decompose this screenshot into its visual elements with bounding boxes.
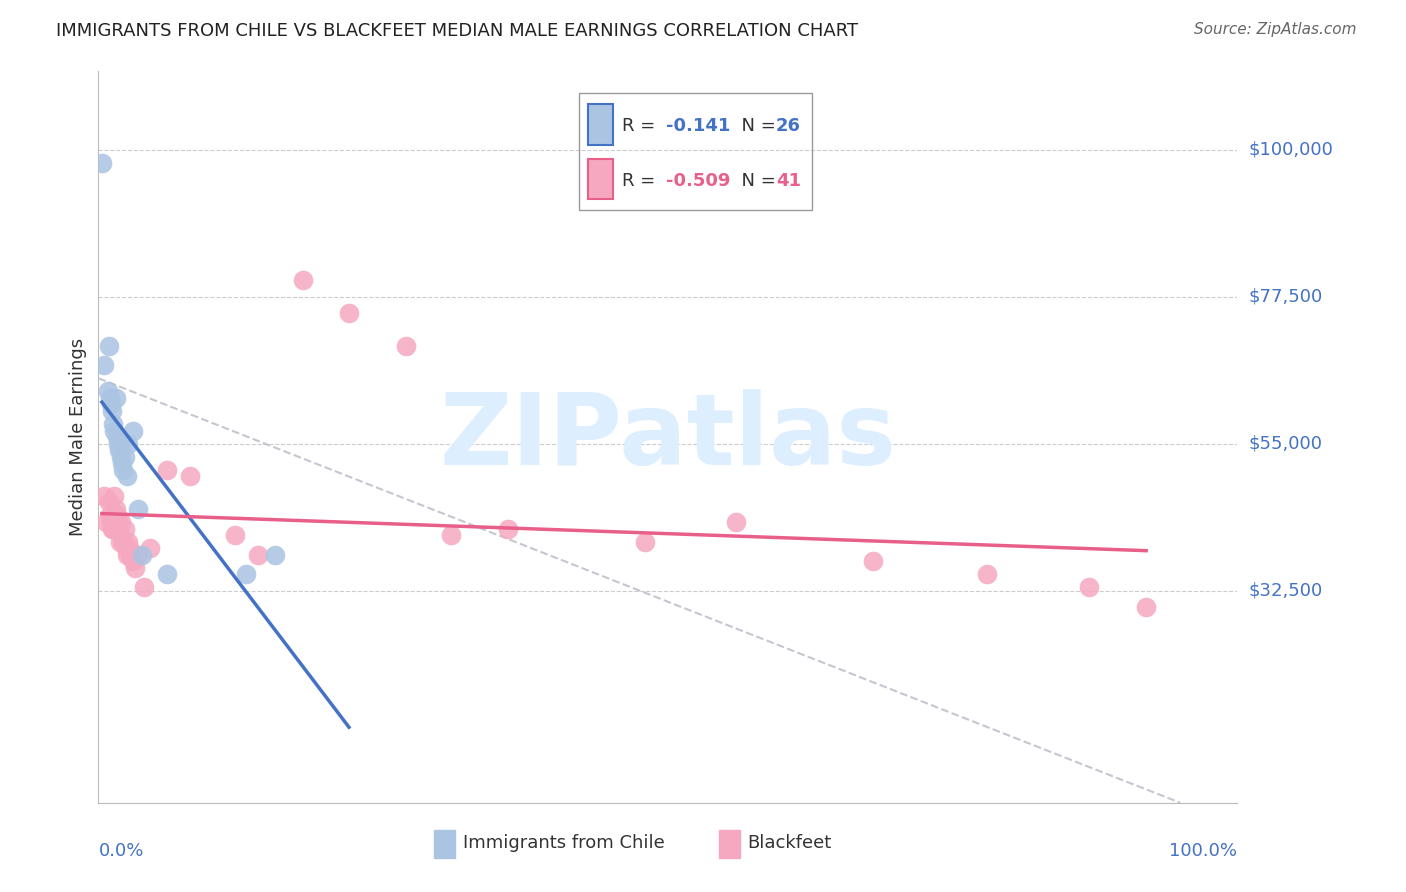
Point — [337, 306, 360, 320]
Point — [108, 521, 131, 535]
Bar — [588, 104, 613, 145]
Text: Immigrants from Chile: Immigrants from Chile — [463, 834, 665, 852]
Point — [103, 424, 125, 438]
Point — [114, 450, 136, 464]
Point — [107, 515, 129, 529]
Point — [118, 541, 141, 555]
Point — [862, 554, 884, 568]
Y-axis label: Median Male Earnings: Median Male Earnings — [69, 338, 87, 536]
Point — [101, 521, 124, 535]
Bar — [718, 830, 740, 858]
Point — [127, 548, 149, 562]
Point — [105, 430, 128, 444]
Point — [108, 443, 131, 458]
Point — [97, 495, 120, 509]
Point — [90, 155, 112, 169]
Point — [93, 489, 115, 503]
Point — [101, 404, 124, 418]
Point — [98, 391, 121, 405]
Point — [246, 548, 269, 562]
Point — [131, 548, 153, 562]
Point — [440, 528, 463, 542]
Bar — [434, 830, 456, 858]
Point — [224, 528, 246, 542]
Point — [111, 456, 134, 470]
Point — [498, 521, 520, 535]
Point — [124, 560, 146, 574]
Point — [115, 469, 138, 483]
Point — [103, 521, 125, 535]
Point — [121, 554, 143, 568]
Text: $55,000: $55,000 — [1249, 434, 1323, 452]
Point — [97, 338, 120, 352]
Point — [110, 450, 132, 464]
Point — [120, 548, 142, 562]
Point — [104, 502, 127, 516]
Point — [156, 567, 179, 582]
Point — [235, 567, 257, 582]
Text: N =: N = — [731, 172, 782, 190]
Point — [114, 541, 136, 555]
Point — [112, 534, 135, 549]
Point — [395, 338, 418, 352]
Text: Blackfeet: Blackfeet — [748, 834, 832, 852]
Point — [112, 463, 135, 477]
Point — [108, 534, 131, 549]
Text: ZIPatlas: ZIPatlas — [440, 389, 896, 485]
Point — [179, 469, 201, 483]
Text: R =: R = — [623, 172, 661, 190]
Point — [98, 508, 121, 523]
Text: IMMIGRANTS FROM CHILE VS BLACKFEET MEDIAN MALE EARNINGS CORRELATION CHART: IMMIGRANTS FROM CHILE VS BLACKFEET MEDIA… — [56, 22, 859, 40]
Point — [115, 548, 138, 562]
Text: $32,500: $32,500 — [1249, 582, 1323, 599]
Point — [96, 515, 118, 529]
Point — [1135, 599, 1157, 614]
Text: $100,000: $100,000 — [1249, 141, 1333, 159]
Point — [138, 541, 160, 555]
Point — [292, 273, 315, 287]
Point — [107, 436, 129, 450]
Point — [103, 489, 125, 503]
Point — [108, 436, 131, 450]
Text: R =: R = — [623, 117, 666, 136]
Point — [104, 391, 127, 405]
Text: $77,500: $77,500 — [1249, 287, 1323, 306]
Point — [117, 436, 139, 450]
Text: -0.509: -0.509 — [665, 172, 730, 190]
Point — [93, 358, 115, 372]
Text: N =: N = — [731, 117, 782, 136]
Point — [127, 502, 149, 516]
Point — [114, 521, 136, 535]
Point — [725, 515, 748, 529]
Text: -0.141: -0.141 — [665, 117, 730, 136]
Point — [96, 384, 118, 399]
Point — [976, 567, 998, 582]
Point — [117, 534, 139, 549]
Text: 26: 26 — [776, 117, 801, 136]
Point — [100, 397, 122, 411]
Point — [634, 534, 657, 549]
Text: Source: ZipAtlas.com: Source: ZipAtlas.com — [1194, 22, 1357, 37]
Text: 100.0%: 100.0% — [1170, 842, 1237, 860]
Point — [156, 463, 179, 477]
Point — [121, 424, 143, 438]
Bar — [588, 159, 613, 200]
Point — [132, 580, 155, 594]
Text: 0.0%: 0.0% — [98, 842, 143, 860]
Point — [110, 515, 132, 529]
Point — [103, 417, 125, 431]
Text: 41: 41 — [776, 172, 801, 190]
Point — [1078, 580, 1101, 594]
Point — [264, 548, 287, 562]
Point — [100, 515, 122, 529]
Point — [105, 508, 128, 523]
